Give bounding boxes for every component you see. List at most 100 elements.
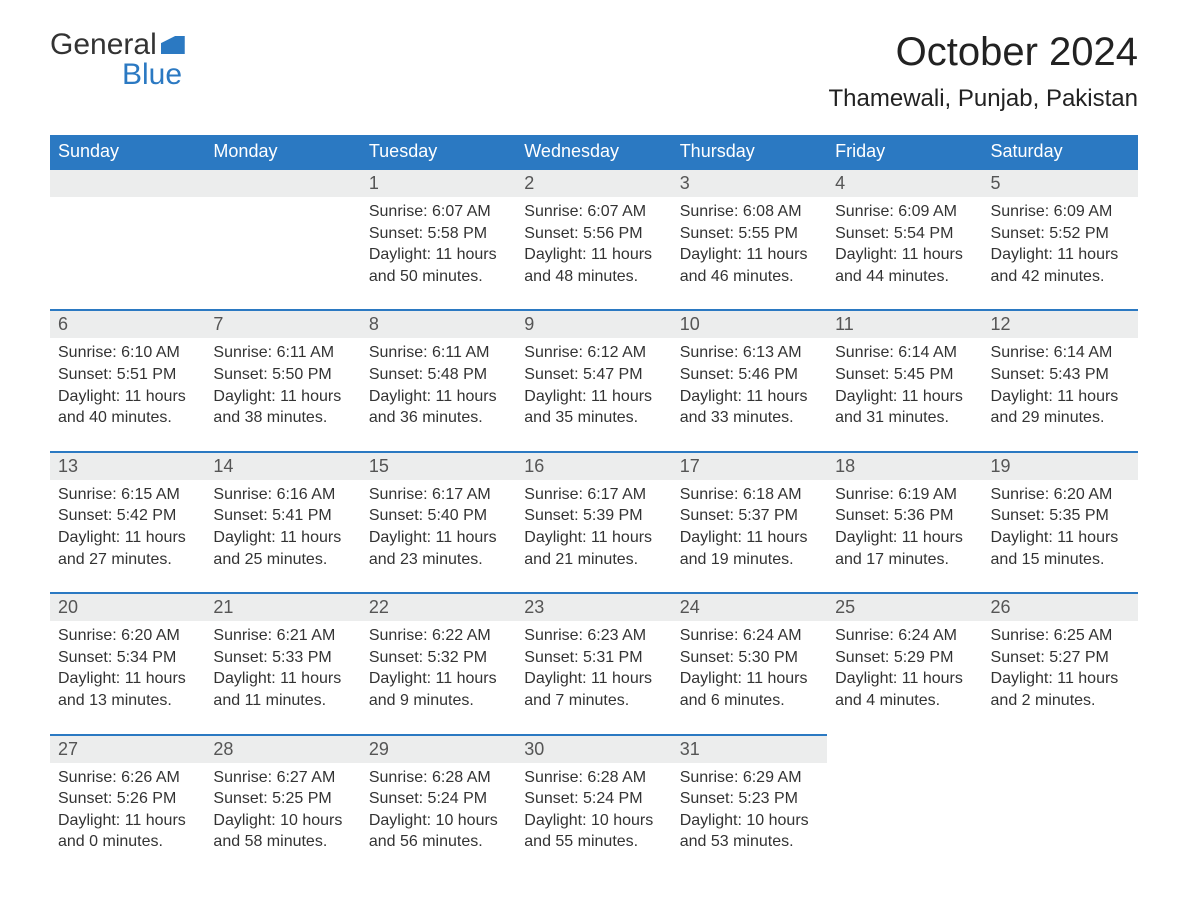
day-detail-cell: Sunrise: 6:20 AMSunset: 5:34 PMDaylight:… [50,621,205,734]
sunrise-line: Sunrise: 6:15 AM [58,484,197,506]
sunset-line: Sunset: 5:35 PM [991,505,1130,527]
day-detail-cell: Sunrise: 6:15 AMSunset: 5:42 PMDaylight:… [50,480,205,593]
day-number-cell: 17 [672,452,827,480]
daylight-line: Daylight: 11 hours and 2 minutes. [991,668,1130,711]
day-number-cell [983,735,1138,763]
sunrise-line: Sunrise: 6:16 AM [213,484,352,506]
day-number-cell: 22 [361,593,516,621]
day-number-cell: 1 [361,169,516,197]
weekday-header: Monday [205,135,360,169]
month-title: October 2024 [829,30,1139,75]
sunset-line: Sunset: 5:25 PM [213,788,352,810]
day-detail-cell: Sunrise: 6:07 AMSunset: 5:58 PMDaylight:… [361,197,516,310]
sunset-line: Sunset: 5:52 PM [991,223,1130,245]
daynum-row: 6789101112 [50,310,1138,338]
daylight-line: Daylight: 11 hours and 44 minutes. [835,244,974,287]
sunset-line: Sunset: 5:55 PM [680,223,819,245]
day-detail-cell: Sunrise: 6:18 AMSunset: 5:37 PMDaylight:… [672,480,827,593]
sunset-line: Sunset: 5:51 PM [58,364,197,386]
daylight-line: Daylight: 11 hours and 15 minutes. [991,527,1130,570]
day-number-cell: 31 [672,735,827,763]
day-number-cell: 23 [516,593,671,621]
day-detail-cell: Sunrise: 6:28 AMSunset: 5:24 PMDaylight:… [516,763,671,875]
daylight-line: Daylight: 11 hours and 40 minutes. [58,386,197,429]
detail-row: Sunrise: 6:26 AMSunset: 5:26 PMDaylight:… [50,763,1138,875]
day-detail-cell: Sunrise: 6:29 AMSunset: 5:23 PMDaylight:… [672,763,827,875]
sunrise-line: Sunrise: 6:20 AM [58,625,197,647]
daylight-line: Daylight: 11 hours and 38 minutes. [213,386,352,429]
day-number-cell: 27 [50,735,205,763]
daylight-line: Daylight: 11 hours and 21 minutes. [524,527,663,570]
detail-row: Sunrise: 6:07 AMSunset: 5:58 PMDaylight:… [50,197,1138,310]
sunrise-line: Sunrise: 6:19 AM [835,484,974,506]
daylight-line: Daylight: 11 hours and 31 minutes. [835,386,974,429]
day-detail-cell [983,763,1138,875]
daylight-line: Daylight: 10 hours and 58 minutes. [213,810,352,853]
sunrise-line: Sunrise: 6:12 AM [524,342,663,364]
sunrise-line: Sunrise: 6:20 AM [991,484,1130,506]
day-detail-cell [827,763,982,875]
day-number-cell: 2 [516,169,671,197]
sunset-line: Sunset: 5:41 PM [213,505,352,527]
daylight-line: Daylight: 11 hours and 11 minutes. [213,668,352,711]
day-number-cell: 15 [361,452,516,480]
day-number-cell: 10 [672,310,827,338]
day-detail-cell: Sunrise: 6:11 AMSunset: 5:48 PMDaylight:… [361,338,516,451]
day-detail-cell: Sunrise: 6:17 AMSunset: 5:40 PMDaylight:… [361,480,516,593]
daylight-line: Daylight: 11 hours and 48 minutes. [524,244,663,287]
day-detail-cell: Sunrise: 6:21 AMSunset: 5:33 PMDaylight:… [205,621,360,734]
daylight-line: Daylight: 11 hours and 46 minutes. [680,244,819,287]
sunrise-line: Sunrise: 6:29 AM [680,767,819,789]
sunrise-line: Sunrise: 6:14 AM [835,342,974,364]
day-detail-cell: Sunrise: 6:10 AMSunset: 5:51 PMDaylight:… [50,338,205,451]
day-number-cell: 6 [50,310,205,338]
sunrise-line: Sunrise: 6:18 AM [680,484,819,506]
sunset-line: Sunset: 5:47 PM [524,364,663,386]
day-number-cell: 5 [983,169,1138,197]
day-number-cell: 7 [205,310,360,338]
sunrise-line: Sunrise: 6:17 AM [369,484,508,506]
sunrise-line: Sunrise: 6:10 AM [58,342,197,364]
day-number-cell: 20 [50,593,205,621]
day-number-cell: 28 [205,735,360,763]
sunrise-line: Sunrise: 6:07 AM [524,201,663,223]
detail-row: Sunrise: 6:15 AMSunset: 5:42 PMDaylight:… [50,480,1138,593]
daylight-line: Daylight: 11 hours and 35 minutes. [524,386,663,429]
header: General Blue October 2024 Thamewali, Pun… [50,30,1138,127]
day-detail-cell [50,197,205,310]
weekday-header: Saturday [983,135,1138,169]
day-detail-cell: Sunrise: 6:14 AMSunset: 5:45 PMDaylight:… [827,338,982,451]
day-number-cell: 16 [516,452,671,480]
day-detail-cell: Sunrise: 6:13 AMSunset: 5:46 PMDaylight:… [672,338,827,451]
sunrise-line: Sunrise: 6:09 AM [835,201,974,223]
sunset-line: Sunset: 5:31 PM [524,647,663,669]
day-number-cell: 14 [205,452,360,480]
sunrise-line: Sunrise: 6:23 AM [524,625,663,647]
daylight-line: Daylight: 11 hours and 36 minutes. [369,386,508,429]
daylight-line: Daylight: 11 hours and 29 minutes. [991,386,1130,429]
sunset-line: Sunset: 5:29 PM [835,647,974,669]
sunset-line: Sunset: 5:40 PM [369,505,508,527]
day-detail-cell: Sunrise: 6:22 AMSunset: 5:32 PMDaylight:… [361,621,516,734]
day-number-cell [50,169,205,197]
day-number-cell: 13 [50,452,205,480]
day-detail-cell [205,197,360,310]
daylight-line: Daylight: 10 hours and 56 minutes. [369,810,508,853]
sunrise-line: Sunrise: 6:14 AM [991,342,1130,364]
day-number-cell: 29 [361,735,516,763]
sunset-line: Sunset: 5:24 PM [524,788,663,810]
day-detail-cell: Sunrise: 6:27 AMSunset: 5:25 PMDaylight:… [205,763,360,875]
day-detail-cell: Sunrise: 6:14 AMSunset: 5:43 PMDaylight:… [983,338,1138,451]
weekday-header: Wednesday [516,135,671,169]
daylight-line: Daylight: 11 hours and 4 minutes. [835,668,974,711]
day-detail-cell: Sunrise: 6:07 AMSunset: 5:56 PMDaylight:… [516,197,671,310]
sunrise-line: Sunrise: 6:21 AM [213,625,352,647]
sunrise-line: Sunrise: 6:09 AM [991,201,1130,223]
day-detail-cell: Sunrise: 6:09 AMSunset: 5:52 PMDaylight:… [983,197,1138,310]
weekday-header: Tuesday [361,135,516,169]
sunset-line: Sunset: 5:46 PM [680,364,819,386]
sunset-line: Sunset: 5:45 PM [835,364,974,386]
daylight-line: Daylight: 11 hours and 13 minutes. [58,668,197,711]
logo-word1: General [50,30,157,60]
logo: General Blue [50,30,185,90]
